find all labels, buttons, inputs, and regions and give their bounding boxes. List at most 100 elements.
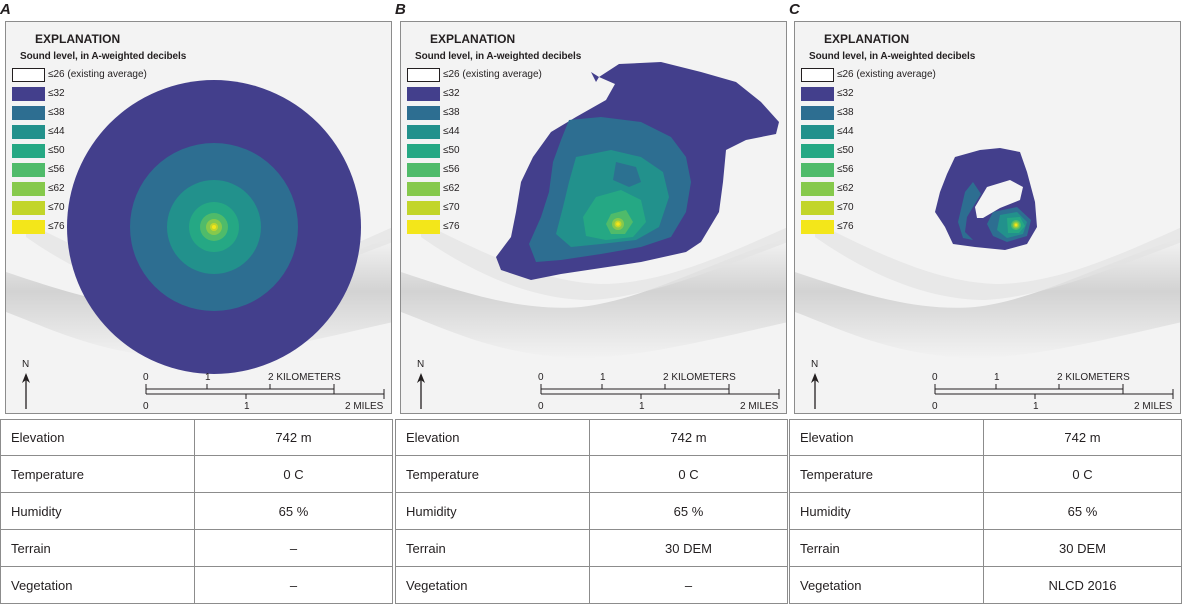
param-value: 742 m (589, 419, 788, 456)
map-frame: EXPLANATION Sound level, in A-weighted d… (400, 21, 787, 414)
legend-swatch (801, 201, 834, 215)
parameter-table: Elevation 742 m Temperature 0 C Humidity 65 %… (789, 419, 1182, 604)
panel-letter: B (395, 1, 406, 18)
north-arrow-icon (811, 373, 819, 409)
param-label: Humidity (395, 493, 590, 530)
panel-b: B EXPLANATION Sound level, in A-weighted… (395, 0, 789, 604)
legend-swatch (407, 125, 440, 139)
legend-item: ≤70 (801, 200, 1001, 217)
legend-swatch (12, 125, 45, 139)
scale-km-2: 2 KILOMETERS (268, 372, 341, 383)
scale-bar-lines (934, 384, 1174, 399)
legend-item: ≤62 (801, 181, 1001, 198)
legend-label: ≤38 (48, 107, 65, 118)
table-row: Vegetation NLCD 2016 (789, 567, 1182, 604)
legend-label: ≤76 (837, 221, 854, 232)
scale-mi-2: 2 MILES (345, 401, 384, 412)
legend-item: ≤44 (801, 124, 1001, 141)
scale-bar: 0 1 2 KILOMETERS 0 1 2 MILES (134, 370, 391, 413)
table-row: Elevation 742 m (395, 419, 788, 456)
param-value: 0 C (194, 456, 393, 493)
table-row: Temperature 0 C (395, 456, 788, 493)
scale-mi-0: 0 (932, 401, 938, 412)
param-value: 742 m (983, 419, 1182, 456)
scale-mi-1: 1 (639, 401, 645, 412)
legend-swatch (407, 182, 440, 196)
scale-bar: 0 1 2 KILOMETERS 0 1 2 MILES (923, 370, 1180, 413)
legend-item: ≤32 (407, 86, 607, 103)
legend-label: ≤32 (837, 88, 854, 99)
existing-average-area (975, 180, 1023, 218)
legend-label: ≤50 (837, 145, 854, 156)
scale-km-0: 0 (538, 372, 544, 383)
legend-item: ≤62 (12, 181, 212, 198)
contour-76 (616, 222, 620, 226)
scale-mi-2: 2 MILES (1134, 401, 1173, 412)
legend-swatch (801, 163, 834, 177)
param-value: 30 DEM (983, 530, 1182, 567)
param-value: 0 C (983, 456, 1182, 493)
param-label: Temperature (0, 456, 195, 493)
legend-label: ≤38 (837, 107, 854, 118)
legend-swatch (12, 201, 45, 215)
legend-swatch (801, 68, 834, 82)
legend-item: ≤56 (407, 162, 607, 179)
table-row: Elevation 742 m (0, 419, 393, 456)
legend-item: ≤26 (existing average) (12, 67, 212, 84)
legend-swatch (801, 106, 834, 120)
param-value: 65 % (589, 493, 788, 530)
legend-swatch (12, 106, 45, 120)
legend-item: ≤56 (12, 162, 212, 179)
panel-letter: A (0, 1, 11, 18)
legend-label: ≤56 (443, 164, 460, 175)
legend-item: ≤50 (407, 143, 607, 160)
legend-subtitle: Sound level, in A-weighted decibels (20, 51, 187, 62)
table-row: Terrain – (0, 530, 393, 567)
param-value: NLCD 2016 (983, 567, 1182, 604)
legend-label: ≤70 (837, 202, 854, 213)
legend-label: ≤50 (443, 145, 460, 156)
table-row: Humidity 65 % (789, 493, 1182, 530)
legend-label: ≤26 (existing average) (837, 69, 936, 80)
scale-km-2: 2 KILOMETERS (1057, 372, 1130, 383)
panel-a: A EXPLANATION Sound level, in A-weighted… (0, 0, 394, 604)
param-value: – (194, 567, 393, 604)
legend-label: ≤56 (837, 164, 854, 175)
legend-item: ≤32 (801, 86, 1001, 103)
legend-title: EXPLANATION (35, 32, 121, 46)
legend-item: ≤44 (12, 124, 212, 141)
param-value: – (589, 567, 788, 604)
table-row: Vegetation – (0, 567, 393, 604)
param-label: Temperature (395, 456, 590, 493)
sound-contours (935, 148, 1037, 250)
scale-km-0: 0 (932, 372, 938, 383)
legend-item: ≤26 (existing average) (801, 67, 1001, 84)
legend-label: ≤38 (443, 107, 460, 118)
north-arrow-icon (417, 373, 425, 409)
legend-item: ≤70 (407, 200, 607, 217)
scale-km-0: 0 (143, 372, 149, 383)
param-label: Terrain (789, 530, 984, 567)
legend-swatch (12, 220, 45, 234)
legend-label: ≤62 (837, 183, 854, 194)
legend-title: EXPLANATION (824, 32, 910, 46)
legend-label: ≤44 (443, 126, 460, 137)
scale-km-1: 1 (994, 372, 1000, 383)
legend-subtitle: Sound level, in A-weighted decibels (809, 51, 976, 62)
north-label: N (811, 359, 819, 370)
table-row: Humidity 65 % (0, 493, 393, 530)
legend-swatch (12, 163, 45, 177)
scale-bar-lines (145, 384, 385, 399)
north-arrow: N (809, 359, 829, 409)
sound-contours (67, 80, 361, 374)
param-label: Elevation (0, 419, 195, 456)
table-row: Temperature 0 C (789, 456, 1182, 493)
param-label: Temperature (789, 456, 984, 493)
scale-km-2: 2 KILOMETERS (663, 372, 736, 383)
sound-contours (496, 62, 779, 280)
legend-swatch (12, 182, 45, 196)
legend-item: ≤76 (801, 219, 1001, 236)
scale-km-1: 1 (205, 372, 211, 383)
param-label: Terrain (0, 530, 195, 567)
contour-38 (958, 182, 981, 240)
